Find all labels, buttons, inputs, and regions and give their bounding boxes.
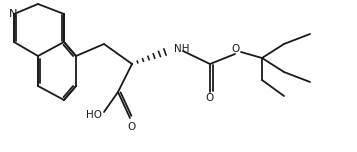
Text: NH: NH [174,44,190,54]
Text: O: O [232,44,240,54]
Text: O: O [128,122,136,132]
Text: O: O [205,93,213,103]
Text: HO: HO [86,110,102,120]
Text: N: N [9,9,17,19]
